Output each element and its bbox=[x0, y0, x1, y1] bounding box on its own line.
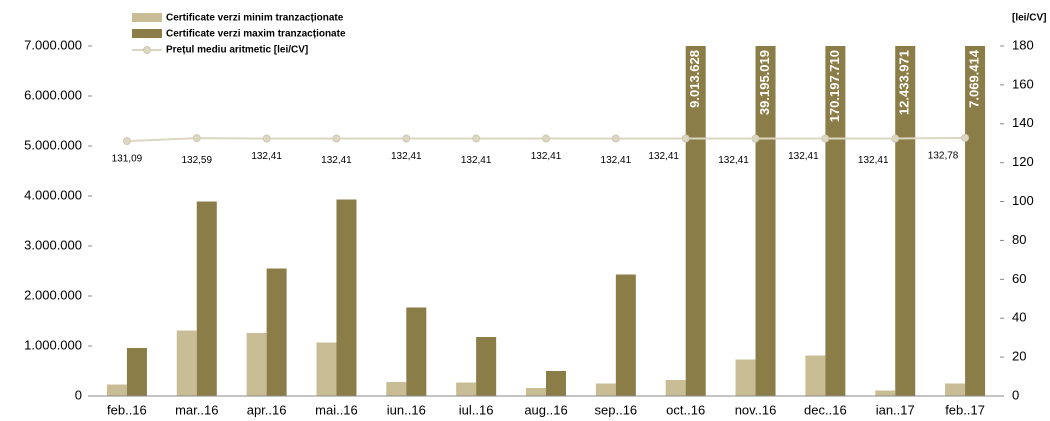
data-label: 132,41 bbox=[858, 155, 889, 166]
y-tick-label: 3.000.000 bbox=[24, 237, 82, 252]
y-tick-label: 5.000.000 bbox=[24, 137, 82, 152]
bar bbox=[965, 46, 986, 396]
data-label: 132,41 bbox=[788, 151, 819, 162]
bar bbox=[825, 46, 846, 396]
y-tick-label: 4.000.000 bbox=[24, 187, 82, 202]
line-marker bbox=[192, 134, 201, 143]
data-label: 132,41 bbox=[321, 155, 352, 166]
data-label: 132,41 bbox=[601, 155, 632, 166]
x-tick-label: iun..16 bbox=[387, 402, 426, 417]
x-tick-label: oct..16 bbox=[666, 402, 705, 417]
legend-label: Certificate verzi maxim tranzacționate bbox=[166, 29, 346, 40]
data-label: 132,78 bbox=[928, 150, 959, 161]
data-label: 132,59 bbox=[181, 155, 212, 166]
bar bbox=[875, 390, 896, 396]
y2-tick-label: 80 bbox=[1012, 232, 1026, 247]
bar bbox=[196, 201, 217, 396]
data-label: 132,41 bbox=[461, 155, 492, 166]
x-tick-label: sep..16 bbox=[595, 402, 638, 417]
y2-tick-label: 100 bbox=[1012, 193, 1034, 208]
y2-tick-label: 120 bbox=[1012, 154, 1034, 169]
legend-swatch bbox=[132, 29, 162, 38]
line-marker bbox=[751, 134, 760, 143]
y-tick-label: 2.000.000 bbox=[24, 287, 82, 302]
bar bbox=[406, 307, 427, 396]
line-marker bbox=[122, 137, 131, 146]
data-label: 132,41 bbox=[531, 151, 562, 162]
bar bbox=[476, 337, 497, 396]
line-marker bbox=[611, 134, 620, 143]
data-label: 132,41 bbox=[718, 155, 749, 166]
y2-tick-label: 140 bbox=[1012, 115, 1034, 130]
data-label: 170.197.710 bbox=[827, 50, 842, 122]
x-tick-label: feb..16 bbox=[107, 402, 147, 417]
data-label: 131,09 bbox=[112, 154, 143, 165]
y2-axis-label: [lei/CV] bbox=[1012, 13, 1046, 24]
y2-tick-label: 180 bbox=[1012, 37, 1034, 52]
bar bbox=[526, 388, 546, 396]
bar bbox=[735, 359, 756, 396]
x-tick-label: ian..17 bbox=[876, 402, 915, 417]
line-marker bbox=[262, 134, 271, 143]
line-marker bbox=[542, 134, 550, 143]
legend-marker bbox=[143, 46, 151, 54]
data-label: 132,41 bbox=[391, 151, 422, 162]
data-label: 132,41 bbox=[648, 151, 679, 162]
bar bbox=[266, 268, 287, 396]
y2-tick-label: 40 bbox=[1012, 310, 1026, 325]
line-marker bbox=[402, 134, 411, 143]
bar bbox=[945, 383, 966, 396]
y-tick-label: 1.000.000 bbox=[24, 337, 82, 352]
bar bbox=[595, 383, 616, 396]
y-tick-label: 6.000.000 bbox=[24, 87, 82, 102]
bar bbox=[685, 46, 706, 396]
bar bbox=[336, 199, 357, 396]
legend-label: Certificate verzi minim tranzacționate bbox=[166, 13, 344, 24]
data-label: 39.195.019 bbox=[757, 50, 772, 115]
data-label: 9.013.628 bbox=[687, 50, 702, 108]
bar bbox=[246, 333, 267, 396]
plot-area bbox=[106, 46, 986, 396]
y-tick-label: 7.000.000 bbox=[24, 37, 82, 52]
y2-tick-label: 0 bbox=[1012, 387, 1019, 402]
bar bbox=[456, 382, 477, 396]
data-label: 132,41 bbox=[251, 151, 282, 162]
legend-label: Prețul mediu aritmetic [lei/CV] bbox=[166, 45, 308, 56]
bar bbox=[176, 330, 197, 396]
bar bbox=[316, 342, 337, 396]
y2-tick-label: 20 bbox=[1012, 349, 1026, 364]
bar bbox=[386, 382, 407, 396]
bar bbox=[106, 384, 127, 396]
y2-tick-label: 160 bbox=[1012, 76, 1034, 91]
data-label: 7.069.414 bbox=[967, 49, 982, 108]
x-tick-label: feb..17 bbox=[945, 402, 985, 417]
x-tick-label: mai..16 bbox=[315, 402, 358, 417]
legend-swatch bbox=[132, 13, 162, 22]
x-tick-label: nov..16 bbox=[735, 402, 777, 417]
bar bbox=[546, 371, 566, 396]
x-tick-label: iul..16 bbox=[459, 402, 494, 417]
bar bbox=[755, 46, 776, 396]
data-label: 12.433.971 bbox=[897, 50, 912, 115]
x-tick-label: dec..16 bbox=[804, 402, 847, 417]
line-marker bbox=[681, 134, 690, 143]
x-tick-label: aug..16 bbox=[524, 402, 567, 417]
line-marker bbox=[472, 134, 481, 143]
x-tick-label: apr..16 bbox=[247, 402, 287, 417]
bar bbox=[665, 380, 686, 396]
y-tick-label: 0 bbox=[75, 387, 82, 402]
bar bbox=[615, 274, 636, 396]
bar bbox=[126, 348, 147, 396]
x-tick-label: mar..16 bbox=[175, 402, 218, 417]
line-marker bbox=[821, 134, 830, 143]
y2-tick-label: 60 bbox=[1012, 271, 1026, 286]
line-marker bbox=[891, 134, 900, 143]
bar bbox=[895, 46, 916, 396]
line-marker bbox=[961, 133, 970, 142]
bar bbox=[805, 355, 826, 396]
line-marker bbox=[332, 134, 341, 143]
